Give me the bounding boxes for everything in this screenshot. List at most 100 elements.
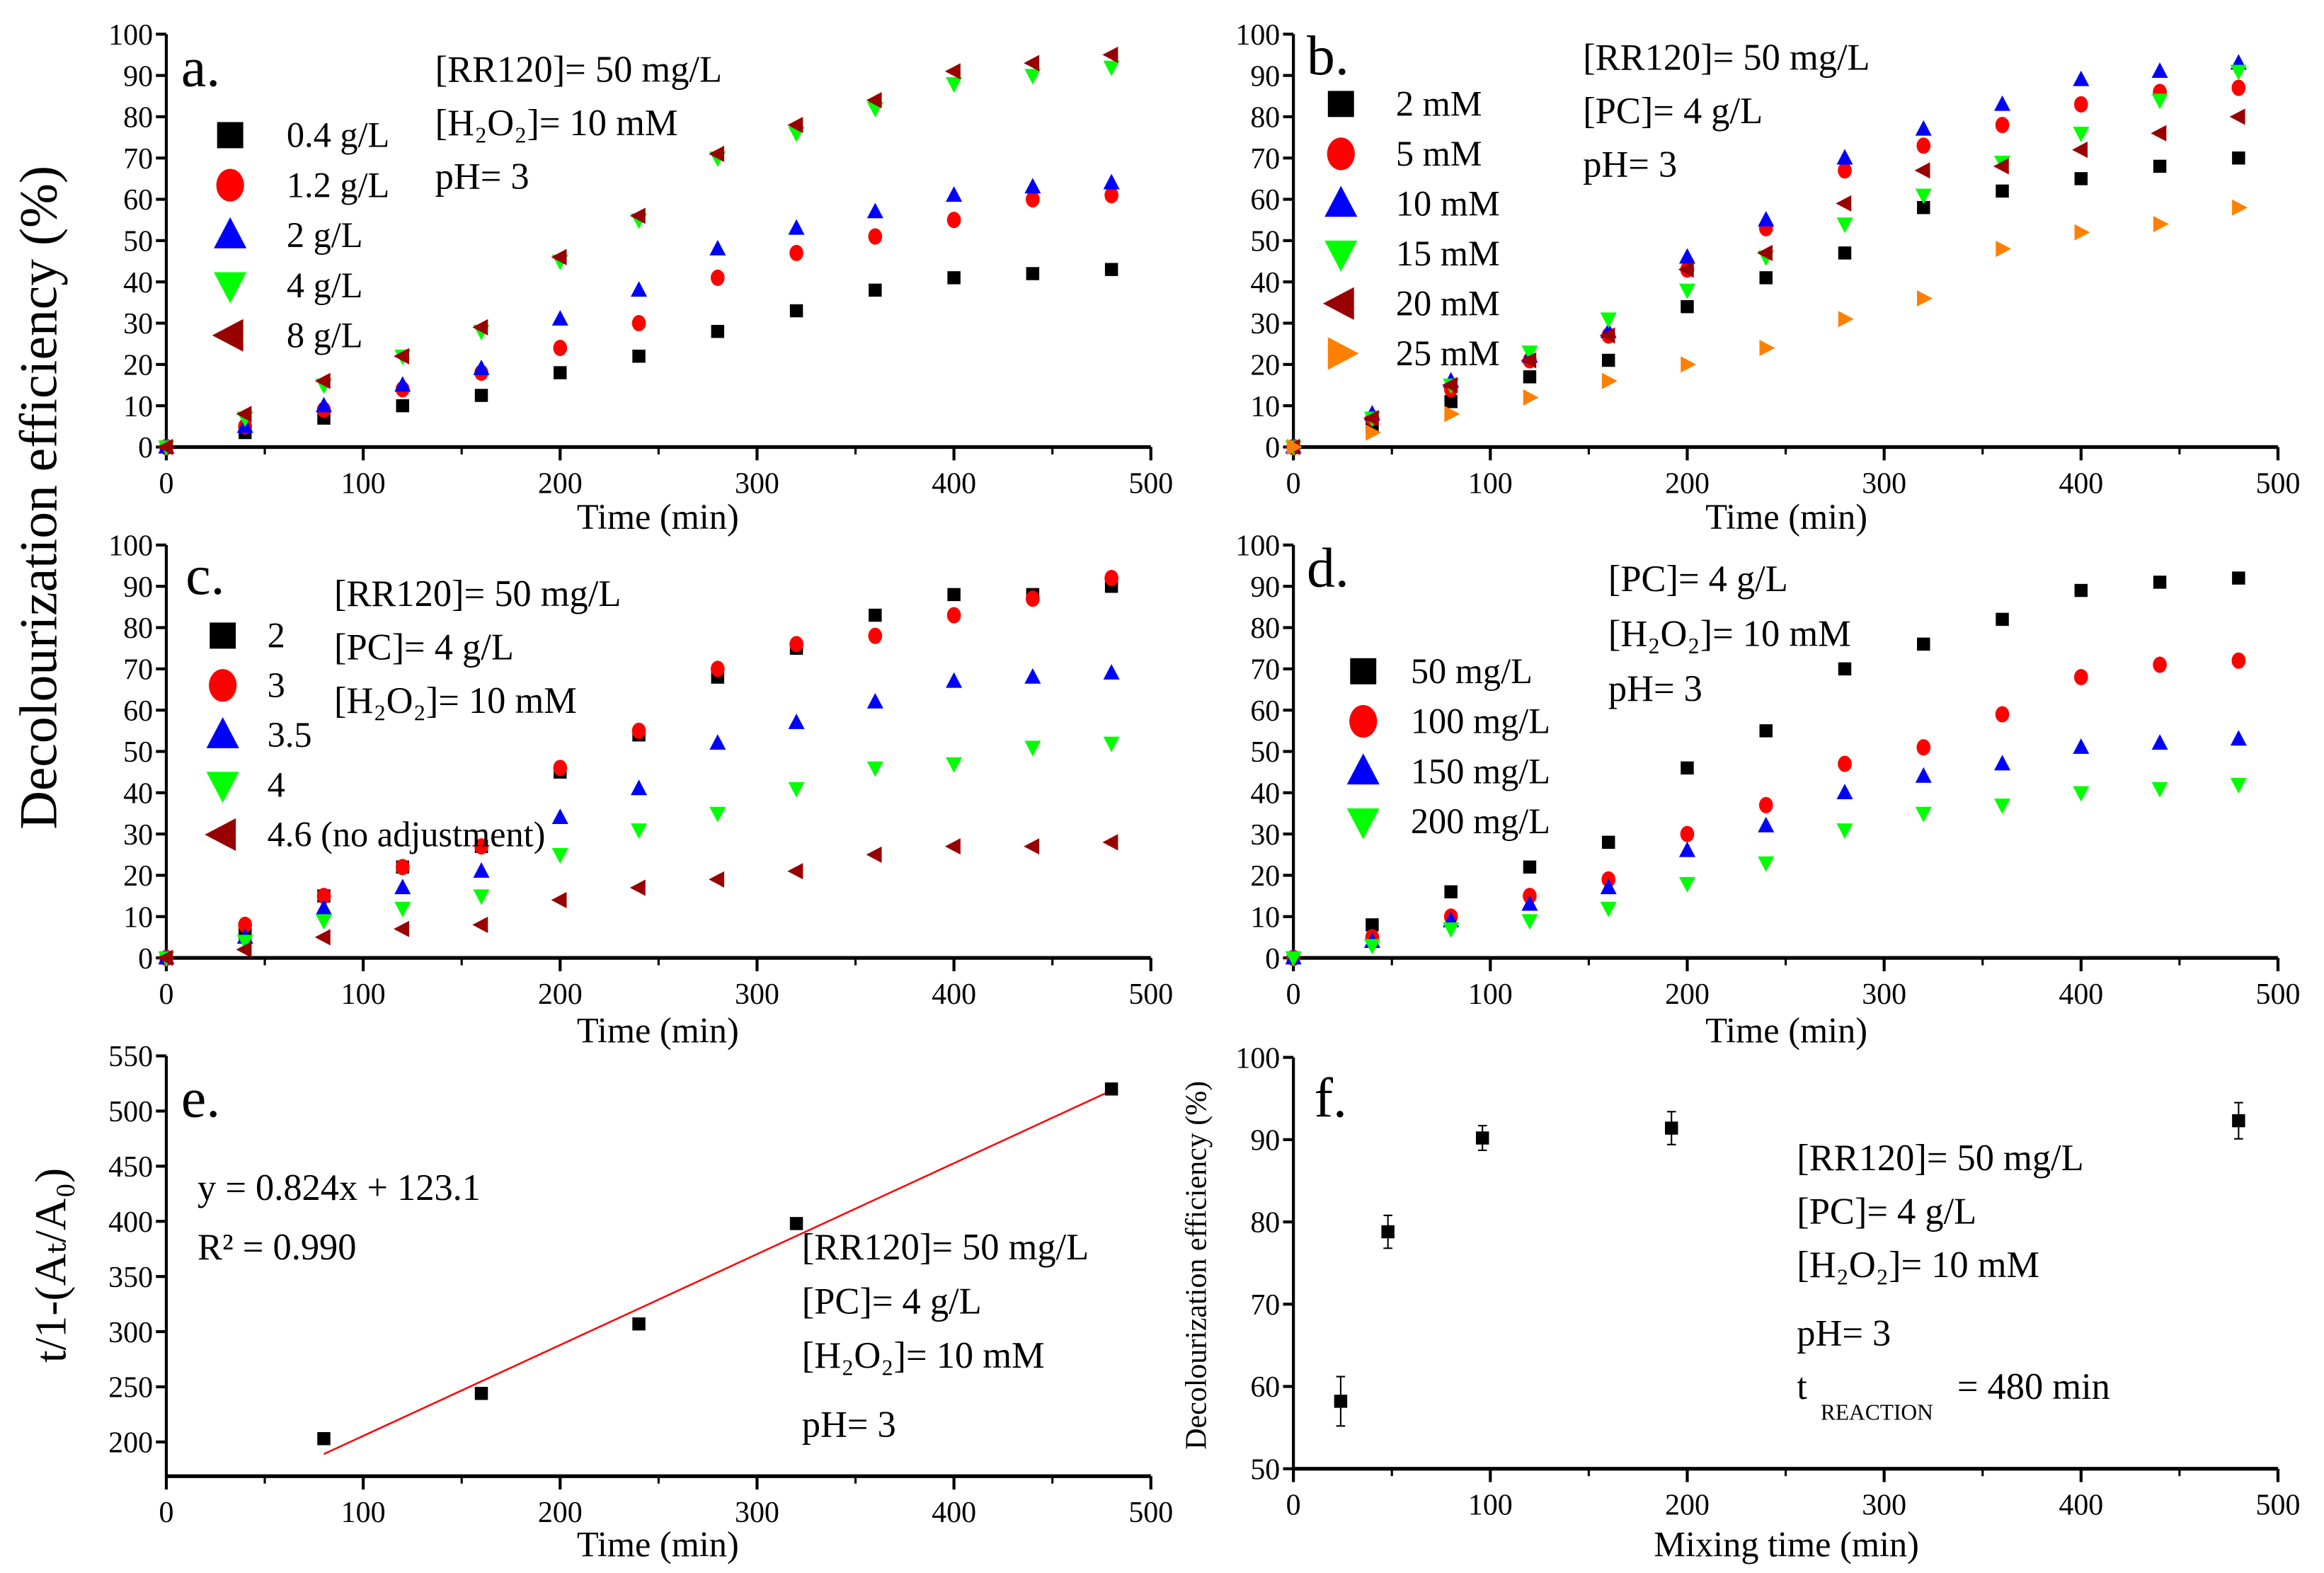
data-point [2151, 782, 2168, 798]
data-point [1026, 267, 1040, 280]
data-point [946, 672, 963, 688]
data-point [1995, 117, 2010, 134]
panel-label: a. [181, 37, 220, 99]
data-point [1759, 339, 1775, 357]
y-tick-label: 40 [1250, 777, 1280, 810]
data-point [788, 713, 805, 729]
reaction-time-value: = 480 min [1957, 1366, 2110, 1407]
data-point [1601, 353, 1615, 367]
y-tick-label: 0 [138, 943, 153, 976]
y-tick-label: 200 [108, 1427, 153, 1460]
panel-e: 0 100 200 300 400 500 200 250 300 350 400 450 500 550… [25, 1041, 1173, 1564]
panel-label: f. [1315, 1068, 1347, 1130]
condition-annotation: [RR120]= 50 mg/L [435, 49, 722, 90]
y-tick-label: 70 [123, 654, 153, 687]
data-point [1836, 217, 1853, 234]
data-point [1444, 395, 1458, 408]
data-point [1523, 389, 1539, 406]
series-2 [159, 579, 1118, 965]
data-point [317, 1431, 331, 1446]
data-point [1758, 796, 1773, 813]
data-point [1917, 200, 1930, 214]
data-point [2232, 151, 2245, 165]
data-point [1103, 736, 1120, 753]
data-point [554, 366, 567, 379]
data-point [869, 283, 882, 297]
data-point [553, 339, 568, 357]
y-tick-label: 60 [1250, 695, 1280, 728]
y-tick-label: 300 [108, 1317, 153, 1349]
data-point [1994, 799, 2011, 814]
y-tick-label: 0 [1265, 432, 1280, 464]
data-point [1026, 191, 1040, 208]
data-point [1995, 706, 2010, 723]
condition-annotation: [H₂O₂]= 10 mM [435, 103, 678, 144]
data-point [946, 212, 961, 229]
data-point [944, 838, 961, 855]
data-point [2074, 224, 2090, 241]
panel-label: d. [1307, 537, 1349, 600]
data-point [788, 219, 805, 235]
legend-label: 200 mg/L [1411, 801, 1550, 841]
series-8-g-L [157, 46, 1118, 455]
data-point [789, 244, 803, 261]
data-point [1915, 806, 1932, 823]
legend-marker-square [210, 622, 236, 649]
data-point [1836, 149, 1853, 165]
condition-annotation: [H₂O₂]= 10 mM [1797, 1245, 2039, 1286]
data-point [2073, 668, 2088, 686]
condition-annotation: [PC]= 4 g/L [802, 1281, 982, 1322]
y-tick-label: 80 [123, 612, 153, 645]
data-point [632, 1317, 646, 1331]
y-tick-label: 70 [1250, 1289, 1280, 1322]
data-point [946, 757, 963, 773]
data-point [1994, 755, 2011, 771]
panel-label: c. [185, 544, 224, 607]
series-3 [159, 570, 1118, 966]
x-tick-label: 500 [1128, 978, 1173, 1011]
data-point [1363, 410, 1379, 427]
y-tick-label: 90 [1250, 1125, 1280, 1157]
data-point [1838, 246, 1852, 260]
series-200-mg-L [1285, 777, 2247, 967]
x-tick-label: 0 [1286, 467, 1301, 500]
data-point [1104, 263, 1118, 276]
data-point [868, 228, 883, 245]
y-tick-label: 550 [108, 1041, 153, 1073]
data-point [1836, 823, 1853, 839]
y-tick-label: 30 [123, 819, 153, 852]
data-point [2151, 62, 2168, 78]
data-point [1681, 356, 1697, 373]
data-point [2151, 734, 2168, 750]
x-tick-label: 300 [1862, 467, 1906, 500]
y-tick-label: 70 [1250, 143, 1280, 176]
data-point [631, 722, 646, 739]
legend-marker-circle [1349, 704, 1378, 738]
data-point [1836, 195, 1852, 212]
data-point [2073, 786, 2090, 802]
data-point [1917, 290, 1933, 307]
x-tick-label: 0 [1286, 978, 1301, 1011]
data-point [2074, 172, 2088, 185]
legend-marker-triangle-left [1322, 287, 1354, 320]
data-point [1103, 663, 1120, 680]
data-point [789, 1217, 803, 1230]
legend-label: 4.6 (no adjustment) [268, 815, 546, 854]
data-point [1286, 438, 1303, 455]
x-tick-label: 400 [932, 978, 976, 1011]
y-tick-label: 40 [123, 267, 153, 299]
data-point [236, 406, 252, 423]
legend-label: 5 mM [1396, 134, 1482, 173]
data-point [472, 319, 488, 336]
y-tick-label: 10 [1250, 901, 1280, 934]
data-point [1599, 327, 1615, 344]
x-tick-label: 500 [2256, 978, 2301, 1011]
data-point [1102, 834, 1118, 851]
series-data [317, 1082, 1118, 1446]
data-point [1836, 784, 1853, 800]
y-tick-label: 50 [123, 736, 153, 769]
y-tick-label: 500 [108, 1096, 153, 1128]
data-point [789, 304, 803, 318]
x-tick-label: 500 [2256, 467, 2301, 500]
data-point [1838, 311, 1854, 328]
